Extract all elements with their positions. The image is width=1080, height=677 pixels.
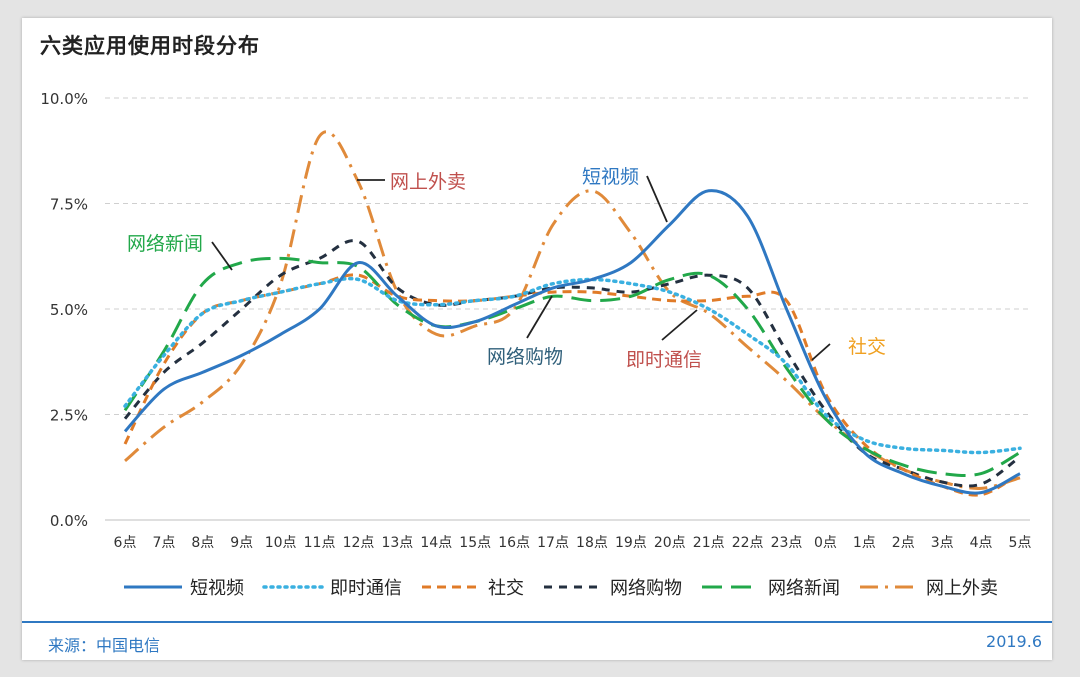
- x-tick-label: 17点: [537, 535, 569, 551]
- x-tick-label: 11点: [304, 535, 336, 551]
- callout-line: [526, 295, 553, 339]
- legend-label: 短视频: [190, 578, 244, 599]
- chart-title: 六类应用使用时段分布: [40, 33, 260, 58]
- legend-item: 社交: [420, 574, 524, 600]
- legend-item: 短视频: [122, 574, 244, 600]
- callout-label: 社交: [848, 336, 886, 358]
- x-tick-label: 2点: [892, 535, 915, 551]
- x-tick-label: 4点: [970, 535, 993, 551]
- legend-label: 网络购物: [610, 578, 682, 599]
- x-tick-label: 16点: [498, 535, 530, 551]
- date-text: 2019.6: [986, 632, 1042, 651]
- x-tick-label: 0点: [814, 535, 837, 551]
- legend-label: 社交: [488, 578, 524, 599]
- line-chart: 0.0% 2.5% 5.0% 7.5% 10.0% 6点 7点 8点 9点 10点 11点 12点 13…: [40, 90, 1032, 551]
- x-tick-label: 1点: [853, 535, 876, 551]
- callout-line: [646, 175, 668, 223]
- callout-line: [211, 241, 233, 271]
- legend-item: 网上外卖: [858, 574, 998, 600]
- x-tick-label: 3点: [931, 535, 954, 551]
- x-tick-label: 7点: [152, 535, 175, 551]
- legend-label: 即时通信: [330, 578, 402, 599]
- y-tick-label: 2.5%: [50, 407, 88, 425]
- x-tick-label: 9点: [230, 535, 253, 551]
- x-tick-label: 5点: [1009, 535, 1032, 551]
- x-tick-label: 10点: [265, 535, 297, 551]
- callout-line: [661, 309, 698, 341]
- series-line: [124, 130, 1021, 490]
- x-tick-label: 8点: [191, 535, 214, 551]
- callout-label: 网上外卖: [390, 171, 466, 193]
- y-tick-label: 7.5%: [50, 196, 88, 214]
- legend-swatch: [262, 585, 324, 589]
- x-tick-label: 6点: [114, 535, 137, 551]
- callout-label: 网络购物: [487, 346, 563, 368]
- legend-item: 网络新闻: [700, 574, 840, 600]
- x-tick-label: 18点: [576, 535, 608, 551]
- y-tick-label: 5.0%: [50, 301, 88, 319]
- x-tick-label: 22点: [732, 535, 764, 551]
- legend-swatch: [422, 585, 480, 589]
- source-text: 来源：中国电信: [48, 636, 161, 655]
- legend-swatch: [544, 585, 602, 589]
- series-line: [123, 276, 1022, 455]
- callout-label: 即时通信: [626, 349, 702, 371]
- legend-swatch: [124, 585, 182, 589]
- legend-label: 网上外卖: [926, 578, 998, 599]
- y-tick-label: 10.0%: [40, 90, 88, 108]
- legend: 短视频 即时通信 社交 网络购物 网络新闻 网上外卖: [122, 574, 1042, 600]
- series-line: [123, 273, 1021, 497]
- callout-label: 网络新闻: [127, 233, 203, 255]
- legend-label: 网络新闻: [768, 578, 840, 599]
- callout-label: 短视频: [582, 166, 639, 188]
- x-tick-label: 15点: [459, 535, 491, 551]
- legend-item: 网络购物: [542, 574, 682, 600]
- x-tick-label: 23点: [771, 535, 803, 551]
- series-line: [123, 239, 1021, 488]
- x-tick-label: 14点: [420, 535, 452, 551]
- series-line: [123, 256, 1021, 478]
- x-tick-label: 20点: [654, 535, 686, 551]
- x-tick-label: 13点: [381, 535, 413, 551]
- callout-line: [811, 343, 831, 361]
- footer-divider: [22, 621, 1052, 623]
- x-tick-label: 21点: [693, 535, 725, 551]
- chart-card: 六类应用使用时段分布 0.0% 2.5% 5.0% 7.5% 10.0% 6点 7点 8点 9点…: [22, 18, 1052, 660]
- series-line: [123, 189, 1021, 495]
- x-tick-label: 12点: [343, 535, 375, 551]
- legend-swatch: [702, 585, 760, 589]
- legend-item: 即时通信: [262, 574, 402, 600]
- legend-swatch: [860, 585, 918, 589]
- y-tick-label: 0.0%: [50, 512, 88, 530]
- x-tick-label: 19点: [615, 535, 647, 551]
